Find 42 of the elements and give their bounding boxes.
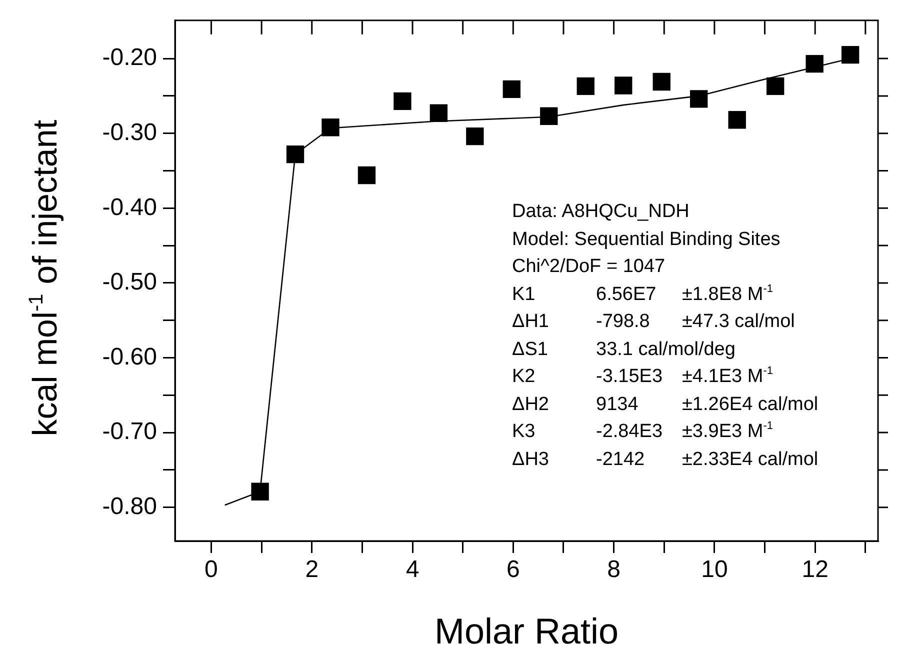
x-tick-label: 6	[506, 556, 520, 584]
x-tick-label: 12	[802, 556, 828, 584]
y-tick-label: -0.50	[102, 268, 157, 296]
point	[251, 482, 269, 500]
point	[690, 90, 708, 108]
y-tick-label: -0.30	[102, 118, 157, 146]
point	[502, 80, 520, 98]
y-tick-label: -0.60	[102, 343, 157, 370]
text: ΔH2 9134 ±1.26E4 cal/mol	[512, 394, 818, 414]
x-tick-label: 0	[204, 556, 218, 584]
annotation: Data: A8HQCu_NDH	[512, 200, 690, 224]
text: ΔH3 -2142 ±2.33E4 cal/mol	[512, 448, 818, 470]
text: K3 -2.84E3 ±3.9E3 M$^{-1}$	[512, 420, 773, 442]
point	[652, 72, 670, 91]
point	[806, 54, 824, 73]
x-tick-label: 4	[406, 556, 420, 584]
point	[394, 92, 412, 110]
text: K1 6.56E7 ±1.8E8 M$^{-1}$	[512, 282, 773, 304]
point	[322, 118, 340, 136]
point	[841, 46, 860, 64]
point	[540, 107, 558, 125]
point	[466, 128, 484, 146]
annotation: Chi^2/DoF = 1047	[512, 255, 666, 279]
point	[358, 166, 376, 184]
point	[286, 145, 304, 164]
annotation: Model: Sequential Binding Sites	[512, 228, 780, 252]
y-tick-label: -0.80	[102, 492, 157, 520]
x-axis-title: Molar Ratio	[434, 610, 619, 652]
x-tick-label: 2	[305, 556, 319, 584]
point	[430, 104, 448, 122]
text: ΔH1 -798.8 ±47.3 cal/mol	[512, 311, 795, 332]
point	[728, 111, 746, 129]
point	[614, 76, 632, 94]
x-tick-label: 8	[607, 556, 620, 584]
y-tick-label: -0.40	[102, 194, 157, 221]
point	[576, 77, 594, 96]
text: K2 -3.15E3 ±4.1E3 M$^{-1}$	[512, 365, 773, 387]
y-tick-label: -0.20	[102, 44, 157, 72]
text: ΔS1 33.1 cal/mol/deg	[512, 338, 736, 360]
x-tick-label: 10	[701, 556, 728, 584]
point	[766, 77, 784, 96]
y-tick-label: -0.70	[102, 418, 157, 446]
